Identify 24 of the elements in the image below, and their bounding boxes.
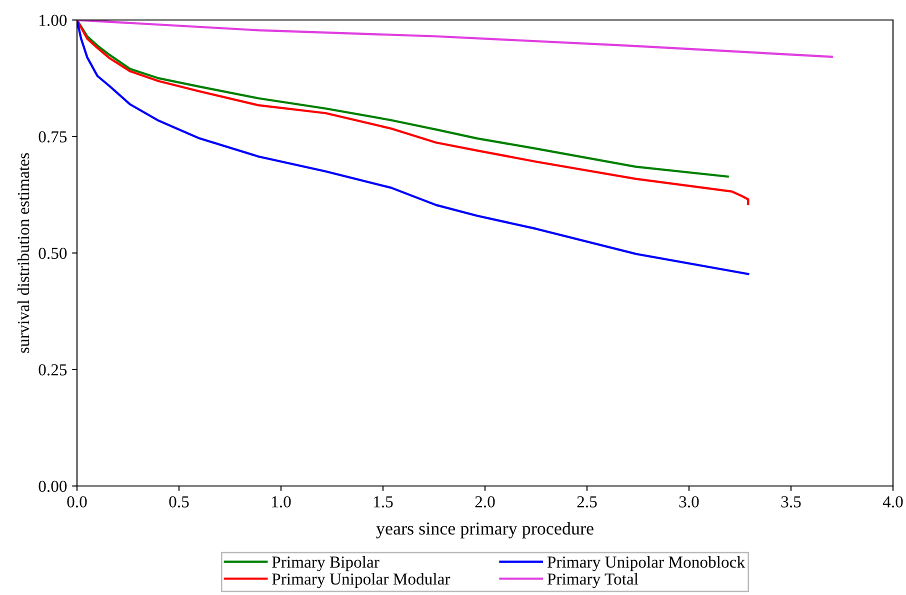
x-tick-label: 4.0 — [882, 496, 903, 508]
x-tick-label: 1.5 — [374, 496, 393, 508]
x-tick-label: 0.0 — [67, 496, 87, 508]
legend-label: Primary Bipolar — [272, 556, 380, 572]
legend-label: Primary Unipolar Monoblock — [547, 556, 746, 572]
x-tick-label: 2.0 — [475, 496, 495, 508]
x-tick-label: 0.5 — [169, 496, 189, 508]
y-axis-title: survival distribution estimates — [17, 153, 30, 353]
x-tick-label: 1.0 — [272, 496, 291, 508]
y-tick-label: 1.00 — [40, 14, 67, 26]
y-tick-label: 0.50 — [38, 248, 67, 260]
x-tick-label: 3.5 — [781, 496, 801, 508]
x-tick-label: 3.0 — [679, 496, 699, 508]
line-series — [77, 20, 833, 58]
line-series — [77, 20, 750, 206]
line-series — [77, 20, 750, 276]
x-tick-label: 2.5 — [577, 496, 597, 508]
x-axis-title: years since primary procedure — [376, 522, 594, 538]
legend-label: Primary Total — [547, 572, 638, 588]
line-series — [77, 20, 729, 178]
y-tick-label: 0.00 — [38, 480, 67, 492]
y-tick-label: 0.75 — [38, 131, 67, 143]
legend-label: Primary Unipolar Modular — [272, 572, 450, 588]
y-tick-label: 0.25 — [38, 364, 67, 376]
